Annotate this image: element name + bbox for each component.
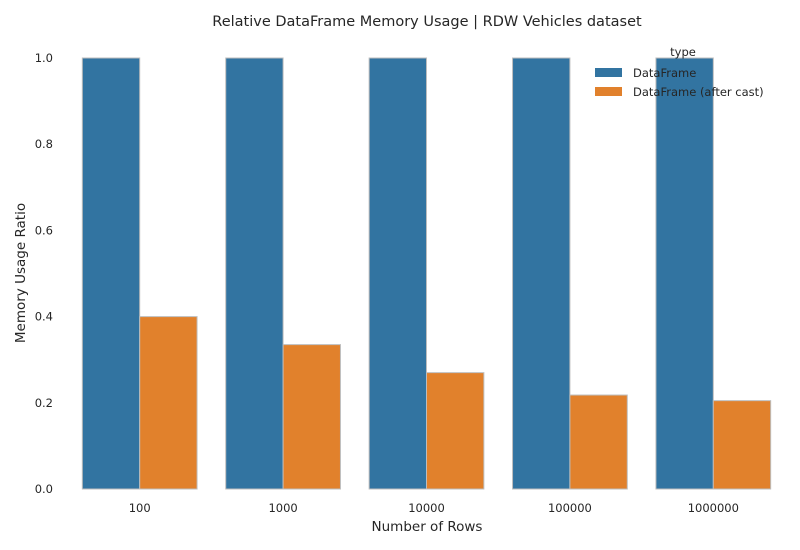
y-tick-label: 0.8: [35, 137, 53, 151]
bar-dataframe-after-cast-10000: [426, 372, 485, 490]
bar-dataframe-after-cast-1000000: [712, 400, 772, 490]
legend-entry: DataFrame: [633, 66, 696, 80]
y-tick-label: 0.4: [35, 310, 53, 324]
y-tick-label: 0.0: [35, 482, 53, 496]
bar-dataframe-after-cast-1000: [282, 344, 341, 490]
legend-entry: DataFrame (after cast): [633, 85, 764, 99]
x-axis-label: Number of Rows: [372, 519, 483, 535]
chart-title: Relative DataFrame Memory Usage | RDW Ve…: [212, 14, 642, 30]
legend: type DataFrame DataFrame (after cast): [595, 45, 764, 99]
y-tick-label: 0.2: [35, 396, 53, 410]
bar-dataframe-100: [81, 57, 141, 490]
bar-dataframe-1000: [225, 57, 284, 490]
x-axis: 100 1000 10000 100000 1000000: [129, 501, 739, 515]
x-tick-label: 100: [129, 501, 151, 515]
legend-swatch: [595, 87, 622, 96]
plot-area: [81, 57, 772, 490]
y-tick-label: 1.0: [35, 51, 53, 65]
x-tick-label: 100000: [548, 501, 592, 515]
bar-dataframe-after-cast-100: [139, 316, 198, 490]
y-axis: 0.0 0.2 0.4 0.6 0.8 1.0: [35, 51, 53, 496]
x-tick-label: 1000: [268, 501, 297, 515]
y-axis-label: Memory Usage Ratio: [13, 203, 29, 343]
legend-title: type: [670, 45, 696, 59]
bar-dataframe-10000: [368, 57, 428, 490]
bar-dataframe-1000000: [655, 57, 714, 490]
legend-swatch: [595, 68, 622, 77]
x-tick-label: 1000000: [688, 501, 739, 515]
bar-dataframe-after-cast-100000: [569, 394, 628, 490]
x-tick-label: 10000: [408, 501, 445, 515]
bar-dataframe-100000: [512, 57, 571, 490]
y-tick-label: 0.6: [35, 223, 53, 237]
